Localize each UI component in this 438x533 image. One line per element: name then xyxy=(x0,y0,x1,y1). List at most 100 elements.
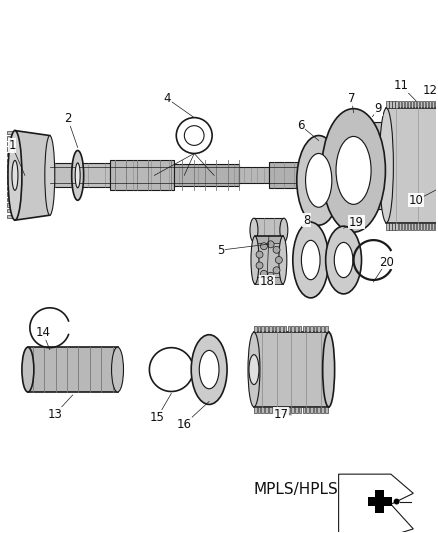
Polygon shape xyxy=(423,223,425,230)
Polygon shape xyxy=(258,326,260,332)
Polygon shape xyxy=(174,164,239,187)
Text: 12: 12 xyxy=(423,84,438,97)
Ellipse shape xyxy=(248,332,260,407)
Polygon shape xyxy=(7,142,15,145)
Polygon shape xyxy=(339,474,413,533)
Polygon shape xyxy=(239,167,269,183)
Polygon shape xyxy=(261,326,264,332)
Polygon shape xyxy=(396,223,398,230)
Circle shape xyxy=(267,272,274,279)
Polygon shape xyxy=(314,326,316,332)
Polygon shape xyxy=(318,407,320,413)
Polygon shape xyxy=(417,223,419,230)
Ellipse shape xyxy=(336,136,371,204)
Polygon shape xyxy=(432,101,434,108)
Polygon shape xyxy=(353,187,359,191)
Polygon shape xyxy=(7,170,15,173)
Polygon shape xyxy=(291,407,294,413)
Polygon shape xyxy=(408,223,410,230)
Text: MPLS/HPLS: MPLS/HPLS xyxy=(254,482,339,497)
Text: 18: 18 xyxy=(259,276,274,288)
Polygon shape xyxy=(265,407,268,413)
Polygon shape xyxy=(7,136,15,140)
Circle shape xyxy=(267,241,274,248)
Polygon shape xyxy=(295,407,298,413)
Polygon shape xyxy=(7,204,15,207)
Ellipse shape xyxy=(353,122,364,209)
Ellipse shape xyxy=(280,218,288,242)
Polygon shape xyxy=(405,101,406,108)
Polygon shape xyxy=(321,326,324,332)
Circle shape xyxy=(394,498,399,505)
Polygon shape xyxy=(110,160,174,190)
Polygon shape xyxy=(353,143,359,147)
Ellipse shape xyxy=(326,226,361,294)
Ellipse shape xyxy=(45,135,55,215)
Polygon shape xyxy=(254,332,328,407)
Polygon shape xyxy=(417,101,419,108)
Polygon shape xyxy=(50,164,110,187)
Polygon shape xyxy=(413,101,416,108)
Polygon shape xyxy=(353,171,359,174)
Polygon shape xyxy=(408,101,410,108)
Polygon shape xyxy=(426,223,428,230)
Polygon shape xyxy=(272,326,275,332)
Ellipse shape xyxy=(297,135,341,225)
Polygon shape xyxy=(7,209,15,212)
Text: 10: 10 xyxy=(409,194,424,207)
Polygon shape xyxy=(303,326,305,332)
Polygon shape xyxy=(392,101,395,108)
Polygon shape xyxy=(306,326,309,332)
Polygon shape xyxy=(269,163,309,188)
Polygon shape xyxy=(413,223,416,230)
Text: 20: 20 xyxy=(379,255,394,269)
Polygon shape xyxy=(7,158,15,162)
Polygon shape xyxy=(435,223,437,230)
Polygon shape xyxy=(7,153,15,156)
Polygon shape xyxy=(353,160,359,164)
Circle shape xyxy=(261,270,268,277)
Polygon shape xyxy=(295,326,298,332)
Polygon shape xyxy=(410,223,413,230)
Polygon shape xyxy=(291,326,294,332)
Polygon shape xyxy=(258,407,260,413)
Text: 15: 15 xyxy=(150,411,165,424)
Ellipse shape xyxy=(249,354,259,384)
Text: 13: 13 xyxy=(47,408,62,421)
Ellipse shape xyxy=(293,222,328,298)
Text: 8: 8 xyxy=(303,214,311,227)
Polygon shape xyxy=(389,101,392,108)
Polygon shape xyxy=(255,277,283,284)
Ellipse shape xyxy=(306,154,332,207)
Polygon shape xyxy=(255,236,283,284)
Polygon shape xyxy=(269,407,272,413)
Ellipse shape xyxy=(334,243,353,278)
Polygon shape xyxy=(288,326,290,332)
Circle shape xyxy=(261,243,268,250)
Polygon shape xyxy=(386,108,438,223)
Polygon shape xyxy=(276,326,279,332)
Text: 16: 16 xyxy=(177,418,192,431)
Polygon shape xyxy=(7,131,15,134)
Polygon shape xyxy=(375,490,384,513)
Polygon shape xyxy=(318,326,320,332)
Polygon shape xyxy=(299,407,301,413)
Ellipse shape xyxy=(75,163,80,188)
Text: 4: 4 xyxy=(163,92,171,105)
Polygon shape xyxy=(359,122,386,209)
Polygon shape xyxy=(306,407,309,413)
Polygon shape xyxy=(420,101,422,108)
Polygon shape xyxy=(276,407,279,413)
Polygon shape xyxy=(353,122,359,125)
Polygon shape xyxy=(386,223,389,230)
Polygon shape xyxy=(28,347,117,392)
Circle shape xyxy=(256,262,263,269)
Ellipse shape xyxy=(323,332,335,407)
Ellipse shape xyxy=(321,109,385,232)
Polygon shape xyxy=(321,407,324,413)
Polygon shape xyxy=(310,407,313,413)
Polygon shape xyxy=(299,326,301,332)
Polygon shape xyxy=(272,407,275,413)
Polygon shape xyxy=(325,326,328,332)
Polygon shape xyxy=(284,326,286,332)
